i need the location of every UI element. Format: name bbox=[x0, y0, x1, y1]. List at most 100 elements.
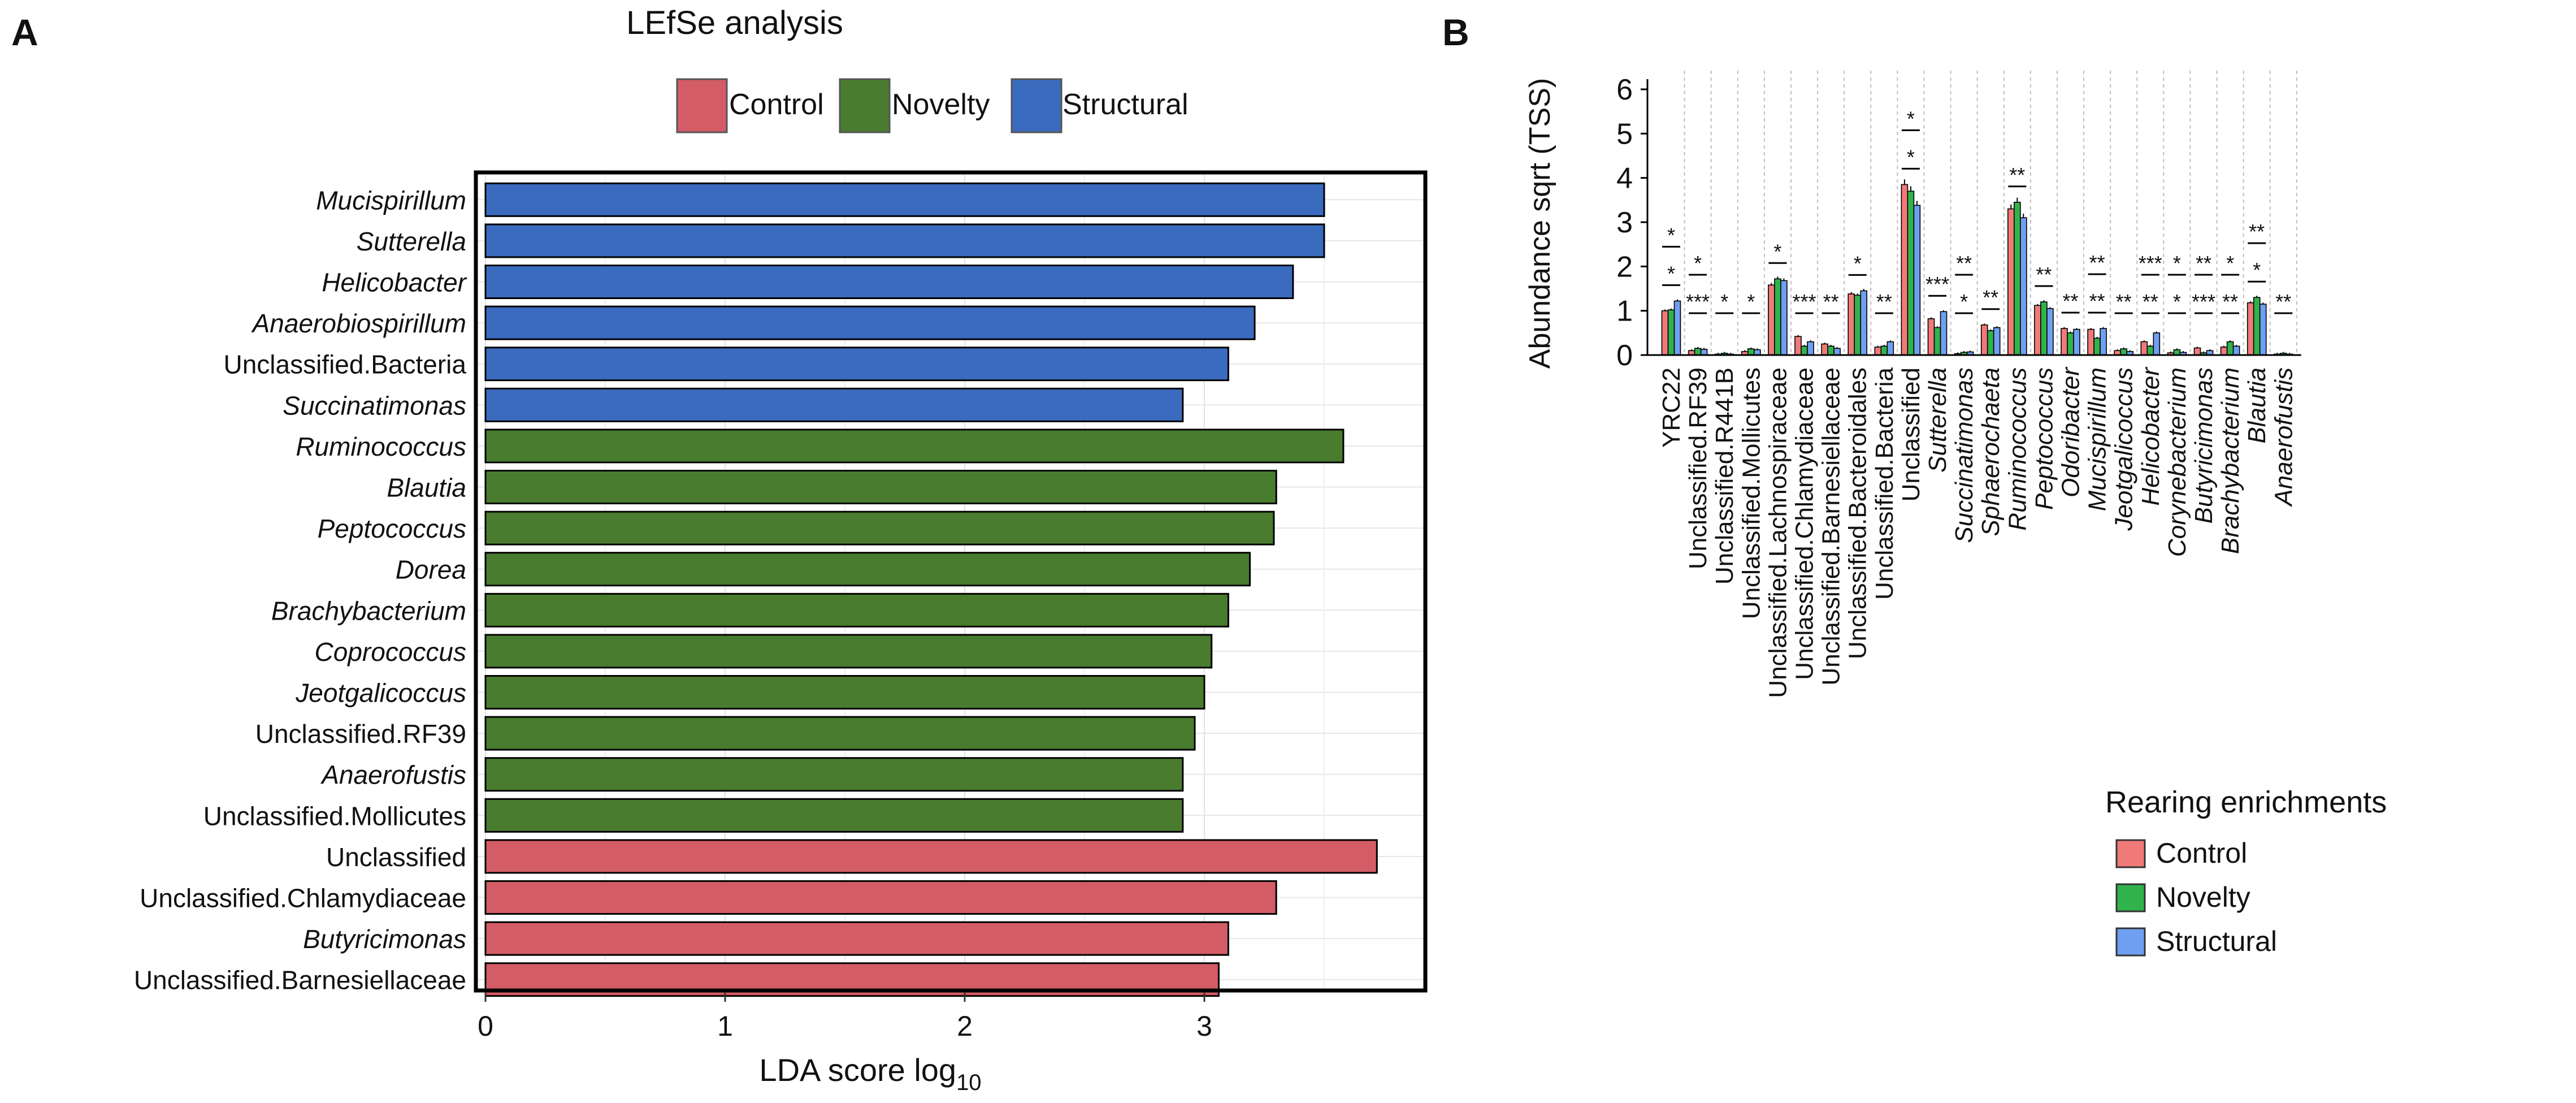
category-label-unclassified-mollicutes: Unclassified.Mollicutes bbox=[1737, 367, 1765, 619]
bar-blautia bbox=[484, 470, 1277, 504]
category-label-butyricimonas: Butyricimonas bbox=[303, 924, 466, 954]
bar-blautia-novelty bbox=[2253, 297, 2261, 356]
bar-butyricimonas-control bbox=[2193, 347, 2201, 356]
category-label-mucispirillum: Mucispirillum bbox=[2084, 367, 2111, 511]
bar-yrc22-novelty bbox=[1667, 309, 1675, 356]
category-label-brachybacterium: Brachybacterium bbox=[271, 596, 466, 625]
legend-b-label-control: Control bbox=[2156, 837, 2247, 869]
legend-a-swatch-structural bbox=[1011, 78, 1063, 133]
category-label-coprococcus: Coprococcus bbox=[315, 637, 466, 667]
bar-brachybacterium-structural bbox=[2232, 345, 2240, 356]
chart-a-legend: Control Novelty Structural bbox=[676, 78, 1189, 133]
bar-unclassified-mollicutes-novelty bbox=[1747, 348, 1755, 356]
sig-label: * bbox=[1907, 107, 1915, 130]
bar-unclassified-novelty bbox=[1907, 191, 1915, 356]
x-tick-label: 3 bbox=[1196, 1010, 1212, 1042]
bar-sutterella-structural bbox=[1940, 311, 1948, 356]
category-label-ruminococcus: Ruminococcus bbox=[296, 432, 466, 461]
legend-b-title: Rearing enrichments bbox=[2105, 785, 2387, 819]
category-label-unclassified-mollicutes: Unclassified.Mollicutes bbox=[203, 801, 466, 831]
bar-unclassified-lachnospiraceae-structural bbox=[1780, 280, 1788, 356]
sig-label: * bbox=[1854, 252, 1862, 275]
bar-unclassified-chlamydiaceae-control bbox=[1794, 336, 1802, 356]
sig-label: ** bbox=[2116, 290, 2132, 313]
chart-a-title: LEfSe analysis bbox=[626, 5, 843, 41]
bar-unclassified-barnesiellaceae-structural bbox=[1833, 348, 1841, 356]
bar-peptococcus-novelty bbox=[2040, 301, 2048, 356]
bar-unclassified-barnesiellaceae-control bbox=[1821, 343, 1828, 356]
bar-mucispirillum-structural bbox=[2100, 328, 2107, 356]
bar-mucispirillum-control bbox=[2087, 328, 2094, 356]
chart-b-axes bbox=[1646, 79, 2301, 356]
chart-a-bars bbox=[484, 182, 1378, 997]
bar-mucispirillum-novelty bbox=[2093, 338, 2101, 356]
category-label-unclassified-bacteria: Unclassified.Bacteria bbox=[1871, 367, 1898, 599]
bar-ruminococcus-control bbox=[2007, 208, 2015, 356]
bar-unclassified-bacteroidales-structural bbox=[1860, 290, 1867, 356]
bar-sutterella-control bbox=[1927, 318, 1935, 356]
category-label-succinatimonas: Succinatimonas bbox=[283, 391, 466, 420]
category-label-butyricimonas: Butyricimonas bbox=[2190, 367, 2218, 524]
sig-label: * bbox=[1694, 252, 1702, 275]
category-label-anaerofustis: Anaerofustis bbox=[2270, 367, 2297, 508]
sig-label: ** bbox=[2143, 290, 2158, 313]
legend-a-swatch-control bbox=[676, 78, 728, 133]
bar-unclassified-control bbox=[1901, 184, 1909, 356]
panel-a-letter: A bbox=[11, 11, 38, 53]
bar-odoribacter-structural bbox=[2073, 328, 2080, 356]
sig-label: ** bbox=[2062, 289, 2078, 313]
sig-label: * bbox=[1747, 290, 1755, 313]
category-label-jeotgalicoccus: Jeotgalicoccus bbox=[2110, 367, 2138, 531]
category-label-helicobacter: Helicobacter bbox=[322, 268, 467, 297]
sig-label: * bbox=[2253, 258, 2261, 282]
panel-b-letter: B bbox=[1442, 11, 1469, 53]
x-tick-label: 1 bbox=[717, 1010, 733, 1042]
bar-unclassified-lachnospiraceae-control bbox=[1768, 284, 1775, 356]
bar-sphaerochaeta-structural bbox=[1993, 327, 2001, 356]
bar-unclassified-lachnospiraceae-novelty bbox=[1774, 278, 1781, 356]
category-label-blautia: Blautia bbox=[2243, 367, 2271, 444]
legend-b-swatch-novelty bbox=[2115, 883, 2146, 912]
bar-unclassified-chlamydiaceae-structural bbox=[1807, 341, 1814, 356]
sig-label: ** bbox=[2089, 289, 2105, 313]
sig-label: ** bbox=[2249, 220, 2265, 243]
chart-b-y-ticks: 0 1 2 3 4 5 6 bbox=[1616, 73, 1647, 372]
category-label-helicobacter: Helicobacter bbox=[2137, 366, 2165, 506]
x-tick-label: 0 bbox=[478, 1010, 493, 1042]
category-label-unclassified-barnesiellaceae: Unclassified.Barnesiellaceae bbox=[1818, 367, 1845, 686]
chart-b-y-axis-label: Abundance sqrt (TSS) bbox=[1524, 78, 1556, 369]
category-label-brachybacterium: Brachybacterium bbox=[2217, 367, 2244, 554]
bar-brachybacterium bbox=[484, 592, 1229, 628]
category-label-anaerobiospirillum: Anaerobiospirillum bbox=[251, 309, 466, 338]
bar-unclassified-rf39-structural bbox=[1700, 349, 1708, 356]
bar-helicobacter-control bbox=[2140, 341, 2148, 356]
legend-a-label-control: Control bbox=[729, 88, 824, 121]
category-label-sutterella: Sutterella bbox=[357, 227, 466, 256]
x-tick-label: 2 bbox=[957, 1010, 973, 1042]
bar-sutterella bbox=[484, 223, 1325, 258]
sig-label: * bbox=[2173, 252, 2181, 275]
category-label-ruminococcus: Ruminococcus bbox=[2003, 367, 2031, 531]
bar-jeotgalicoccus-novelty bbox=[2120, 348, 2127, 356]
sig-label: *** bbox=[1926, 272, 1949, 296]
category-label-dorea: Dorea bbox=[396, 555, 466, 585]
bar-unclassified-bacteria bbox=[484, 347, 1229, 382]
bar-blautia-control bbox=[2247, 302, 2254, 356]
legend-a-label-structural: Structural bbox=[1063, 88, 1189, 121]
sig-label: *** bbox=[2192, 290, 2215, 313]
bar-sphaerochaeta-control bbox=[1980, 324, 1988, 356]
sig-label: ** bbox=[2222, 290, 2238, 313]
sig-label: * bbox=[1773, 240, 1781, 263]
legend-a-swatch-novelty bbox=[839, 78, 891, 133]
panel-a-lefse-chart: LEfSe analysis Control Novelty Structural … bbox=[134, 5, 1428, 1095]
chart-b-legend: Rearing enrichments Control Novelty Struct… bbox=[2105, 785, 2387, 957]
bar-ruminococcus-structural bbox=[2020, 217, 2027, 356]
bar-brachybacterium-novelty bbox=[2226, 341, 2234, 356]
bar-dorea bbox=[484, 552, 1251, 587]
legend-b-swatch-structural bbox=[2115, 927, 2146, 957]
category-label-yrc22: YRC22 bbox=[1658, 367, 1685, 448]
bar-brachybacterium-control bbox=[2220, 347, 2228, 356]
category-label-odoribacter: Odoribacter bbox=[2057, 366, 2085, 498]
bar-butyricimonas bbox=[484, 921, 1229, 956]
bar-helicobacter-novelty bbox=[2146, 345, 2154, 356]
